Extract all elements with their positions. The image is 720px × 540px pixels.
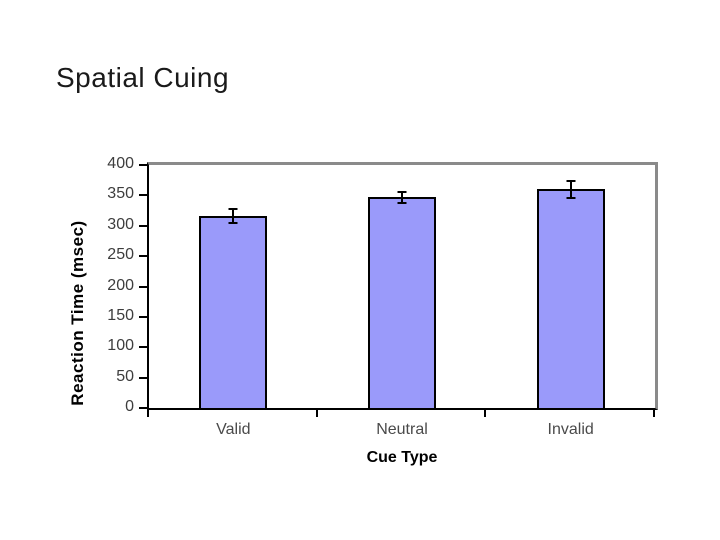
bar-invalid bbox=[536, 189, 605, 408]
error-bar-cap bbox=[566, 179, 576, 182]
y-tick-label: 200 bbox=[107, 276, 134, 294]
y-tick-label: 0 bbox=[125, 398, 134, 415]
y-tick-mark bbox=[139, 407, 147, 409]
category-label-valid: Valid bbox=[216, 421, 251, 438]
y-tick-mark bbox=[139, 376, 147, 379]
bar-valid bbox=[199, 216, 268, 408]
y-tick-label: 250 bbox=[107, 246, 134, 264]
y-tick-label: 300 bbox=[107, 215, 134, 233]
bar-neutral bbox=[368, 197, 436, 408]
error-bar-neutral bbox=[397, 190, 407, 204]
error-bar-invalid bbox=[566, 179, 576, 200]
category-label-invalid: Invalid bbox=[547, 421, 594, 438]
error-bar-valid bbox=[228, 208, 238, 224]
x-tick-mark bbox=[653, 408, 655, 417]
y-tick-mark bbox=[139, 346, 147, 349]
plot-area bbox=[139, 162, 658, 417]
error-bar-cap bbox=[397, 190, 407, 193]
error-bar-cap bbox=[397, 201, 407, 204]
y-tick-mark bbox=[139, 285, 147, 288]
y-tick-label: 400 bbox=[107, 155, 134, 172]
category-label-neutral: Neutral bbox=[376, 421, 428, 438]
error-bar-cap bbox=[228, 221, 238, 224]
y-tick-mark bbox=[139, 255, 147, 258]
y-tick-mark bbox=[139, 224, 147, 227]
x-tick-mark bbox=[315, 408, 318, 417]
y-tick-label: 100 bbox=[107, 337, 134, 355]
y-tick-mark bbox=[139, 164, 147, 166]
y-tick-label: 150 bbox=[107, 306, 134, 324]
x-axis-title: Cue Type bbox=[366, 449, 438, 466]
error-bar-cap bbox=[566, 197, 576, 200]
y-tick-mark bbox=[139, 315, 147, 318]
y-tick-mark bbox=[139, 194, 147, 197]
x-tick-mark bbox=[484, 408, 487, 417]
x-tick-mark bbox=[147, 408, 149, 417]
slide-title: Spatial Cuing bbox=[56, 62, 230, 93]
y-tick-label: 50 bbox=[116, 367, 134, 385]
y-tick-label: 350 bbox=[107, 185, 134, 203]
error-bar-cap bbox=[228, 208, 238, 211]
